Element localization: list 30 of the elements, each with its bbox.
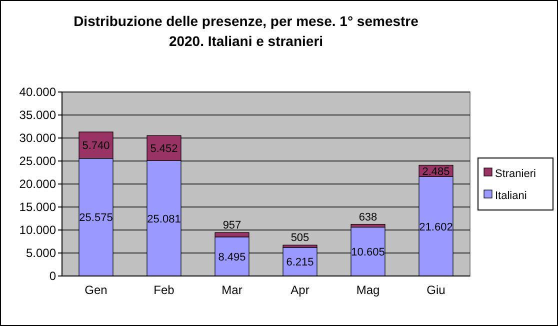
data-label: 8.495 (218, 251, 246, 264)
y-tick-label: 30.000 (19, 131, 56, 145)
data-label: 10.605 (351, 246, 385, 259)
x-tick-label: Mar (222, 283, 242, 297)
data-label: 505 (290, 232, 310, 244)
data-label: 5.740 (82, 140, 110, 152)
x-tick-label: Mag (356, 283, 380, 297)
data-label: 638 (358, 211, 378, 224)
legend-label: Stranieri (495, 168, 536, 180)
legend-label: Italiani (495, 190, 527, 202)
data-label: 2.485 (422, 166, 450, 178)
data-label: 957 (222, 220, 242, 232)
y-tick-label: 10.000 (19, 223, 56, 237)
x-tick-label: Giu (426, 283, 446, 297)
y-tick-label: 15.000 (19, 200, 56, 214)
y-tick-label: 25.000 (19, 154, 56, 168)
data-label: 6.215 (286, 256, 314, 269)
data-label: 25.081 (147, 213, 181, 226)
y-tick-label: 40.000 (19, 85, 56, 99)
data-label: 25.575 (79, 212, 113, 224)
data-label: 5.452 (150, 143, 178, 156)
y-tick-label: 0 (49, 269, 56, 283)
chart-title: Distribuzione delle presenze, per mese. 1° semestre 2020. Italiani e stranieri (74, 13, 419, 49)
y-tick-label: 35.000 (19, 108, 56, 122)
x-tick-label: Gen (84, 283, 108, 297)
x-tick-label: Feb (154, 283, 175, 297)
y-tick-label: 5.000 (26, 246, 56, 260)
x-tick-label: Apr (290, 283, 310, 297)
y-tick-label: 20.000 (19, 177, 56, 191)
data-label: 21.602 (419, 221, 453, 234)
